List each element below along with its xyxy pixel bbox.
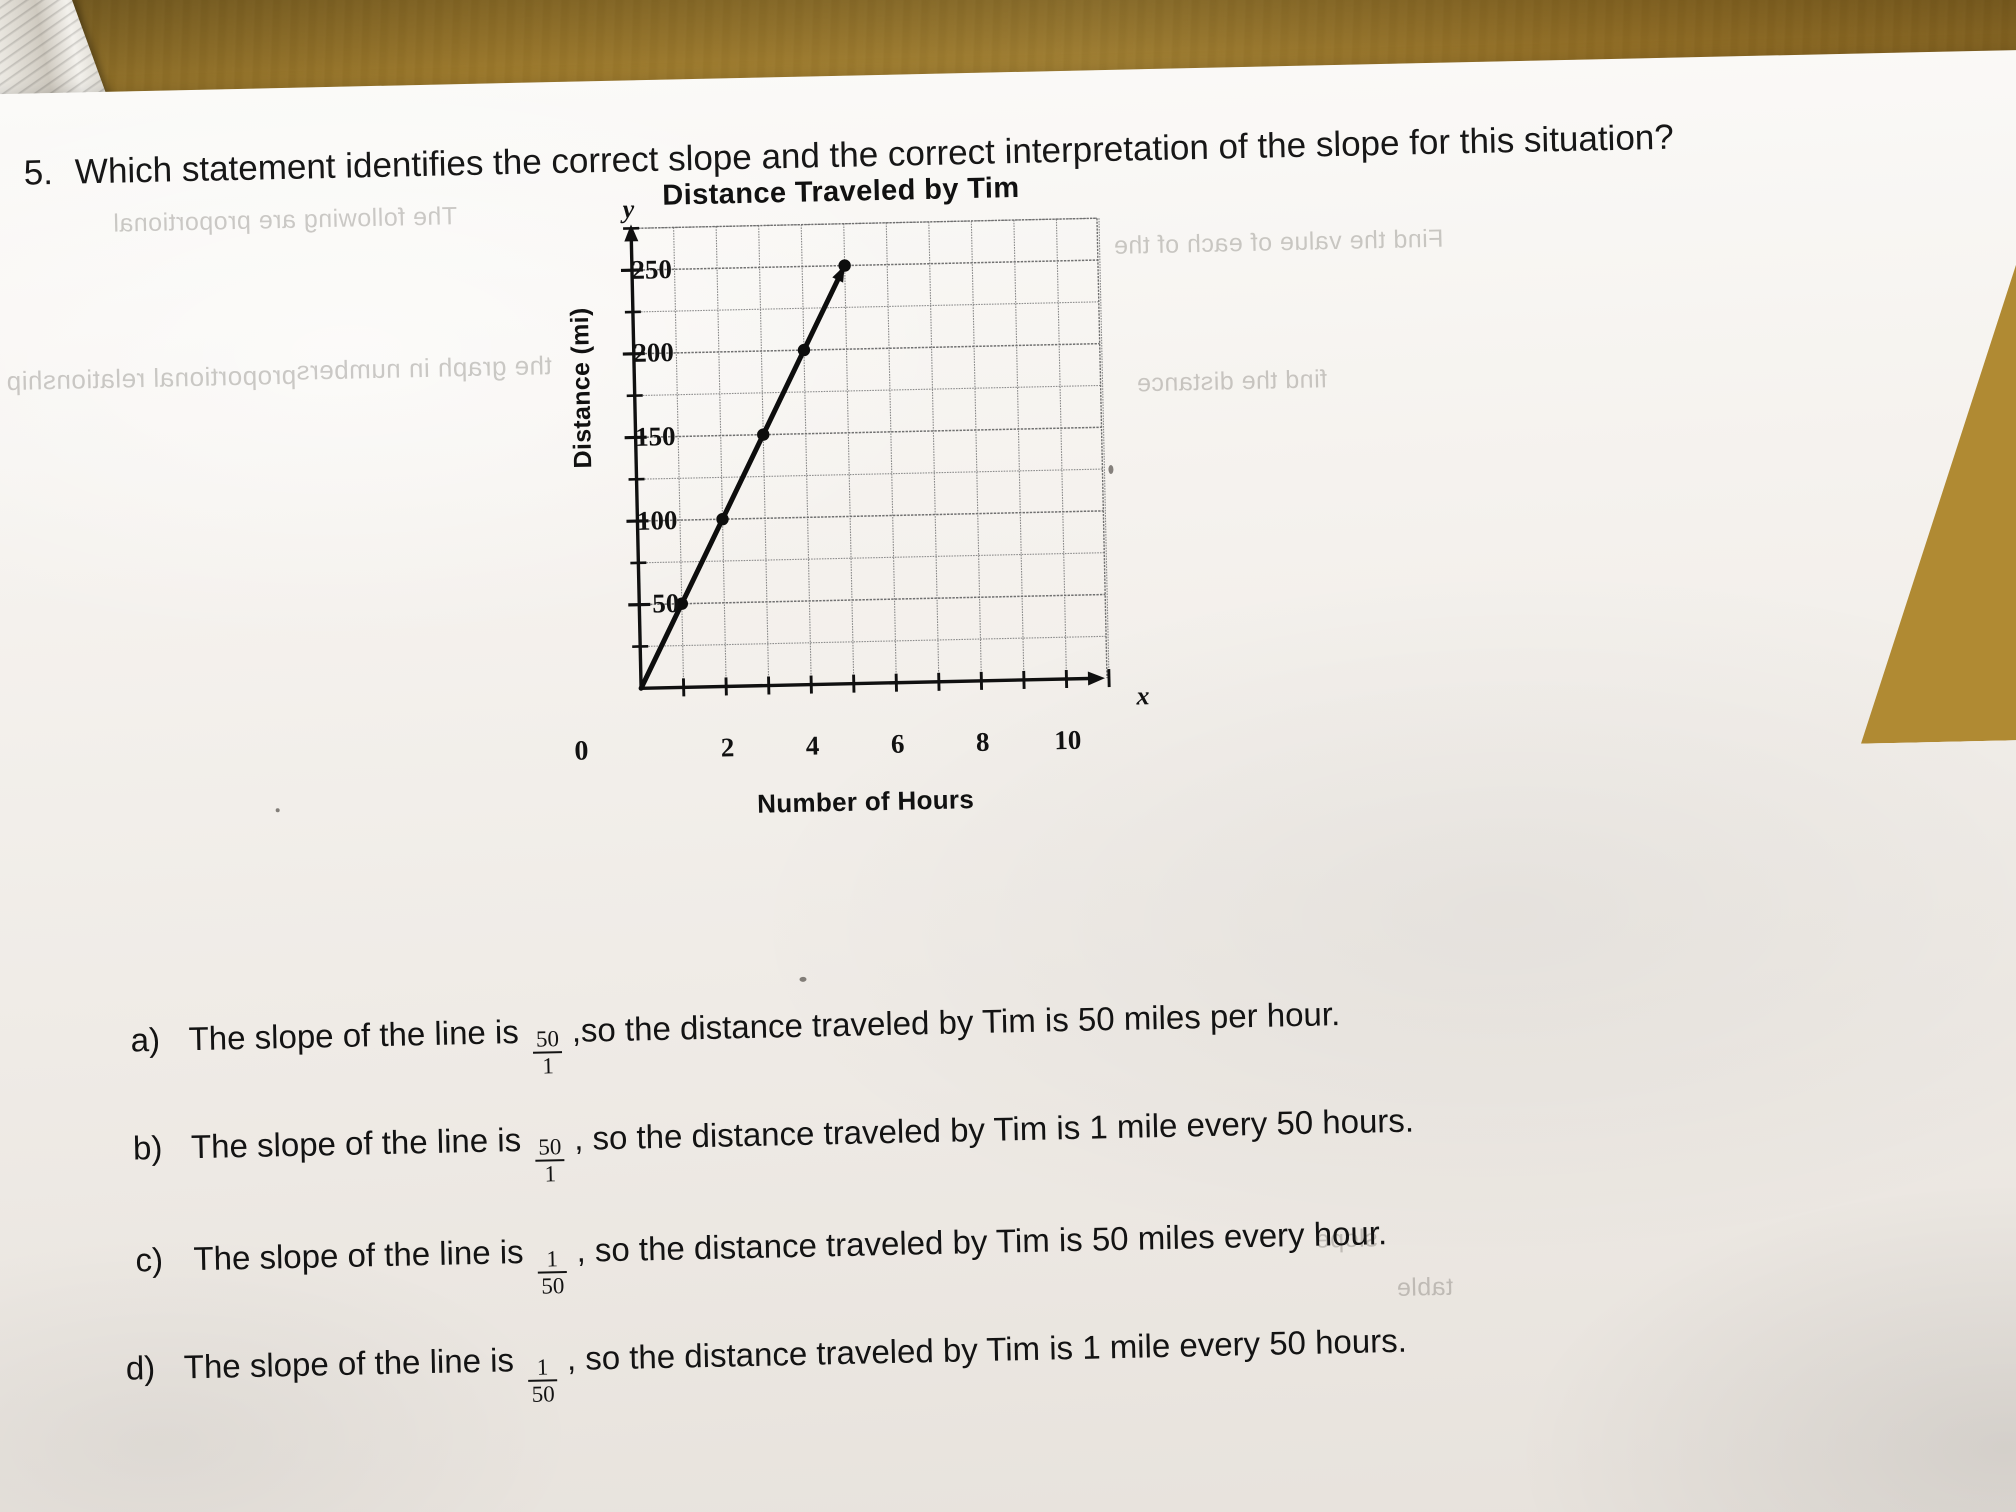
fraction-denominator: 1 — [542, 1053, 555, 1079]
y-tick-label: 150 — [634, 421, 676, 452]
grid-line-horizontal — [635, 426, 1102, 439]
plot-frame-top — [631, 217, 1097, 230]
fraction-numerator: 50 — [535, 1026, 560, 1052]
data-point — [675, 597, 689, 610]
x-tick-label: 4 — [805, 730, 820, 761]
y-tick-labels: 50 100 150 200 250 — [593, 222, 682, 724]
y-tick-label: 200 — [632, 337, 675, 369]
axes — [620, 224, 1111, 697]
y-axis-arrowhead — [624, 224, 639, 242]
grid-line-horizontal — [632, 301, 1099, 313]
answer-option[interactable]: c) The slope of the line is 1 50 , so the di… — [135, 1214, 1388, 1302]
pencil-speck — [1108, 464, 1114, 475]
data-point — [838, 259, 851, 272]
y-axis-label: Distance (mi) — [565, 307, 598, 469]
grid-line-vertical — [885, 222, 897, 683]
slope-fraction: 50 1 — [533, 1026, 563, 1079]
answer-option-text-after-fraction: , so the distance traveled by Tim is 1 m… — [573, 1101, 1415, 1157]
answer-option-letter: c) — [135, 1240, 164, 1279]
grid-line-horizontal — [631, 259, 1098, 271]
grid-line-horizontal — [637, 510, 1104, 522]
x-axis-label: Number of Hours — [756, 784, 975, 819]
grid-line-vertical — [800, 224, 812, 685]
answer-option-text-before-fraction: The slope of the line is — [190, 1121, 522, 1166]
grid-line-vertical — [928, 221, 940, 682]
pencil-speck — [275, 808, 280, 813]
x-tick-labels: 2 4 6 8 10 — [614, 724, 1115, 775]
worksheet-page: The following are proportional Find the v… — [0, 49, 2016, 1512]
question-number: 5. — [23, 152, 54, 193]
fraction-denominator: 50 — [541, 1273, 565, 1299]
x-tick-label: 8 — [975, 726, 990, 757]
y-tick-label: 250 — [631, 253, 673, 285]
slope-fraction: 1 50 — [537, 1246, 568, 1299]
origin-label: 0 — [574, 735, 589, 767]
fraction-numerator: 1 — [546, 1246, 559, 1272]
x-axis-letter: x — [1136, 681, 1150, 711]
chart-title: Distance Traveled by Tim — [662, 171, 1020, 212]
grid-line-horizontal — [638, 552, 1105, 564]
y-axis-letter: y — [622, 194, 635, 224]
slope-fraction: 50 1 — [535, 1134, 565, 1187]
answer-option[interactable]: a) The slope of the line is 50 1 ,so the dis… — [130, 995, 1341, 1082]
data-point — [716, 512, 729, 526]
answer-option-letter: b) — [132, 1128, 163, 1167]
answer-option-text-after-fraction: , so the distance traveled by Tim is 1 m… — [566, 1321, 1408, 1378]
grid-line-vertical — [715, 226, 727, 687]
plot-frame-right — [1096, 218, 1108, 679]
fraction-denominator: 1 — [544, 1161, 557, 1187]
worksheet-content: 5. Which statement identifies the correc… — [0, 49, 2016, 1512]
slope-fraction: 1 50 — [528, 1354, 558, 1407]
data-series — [638, 259, 851, 691]
answer-option[interactable]: d) The slope of the line is 1 50 , so the di… — [125, 1322, 1407, 1411]
fraction-denominator: 50 — [531, 1381, 555, 1407]
graph-block: y Distance Traveled by Tim Distance (mi)… — [566, 170, 1150, 819]
grid-line-horizontal — [636, 468, 1103, 480]
fraction-numerator: 50 — [538, 1134, 562, 1160]
answer-option-text-before-fraction: The slope of the line is — [193, 1232, 524, 1278]
x-tick-label: 2 — [720, 732, 735, 763]
answer-option-text-before-fraction: The slope of the line is — [183, 1341, 515, 1386]
pencil-speck — [799, 976, 807, 982]
y-axis — [629, 232, 643, 689]
answer-options: a) The slope of the line is 50 1 ,so the dis… — [125, 989, 1630, 1407]
grid-lines — [631, 217, 1110, 688]
answer-option-text-after-fraction: , so the distance traveled by Tim is 50 … — [576, 1214, 1388, 1269]
x-tick-label: 10 — [1053, 724, 1082, 756]
data-point — [757, 428, 770, 441]
grid-line-vertical — [843, 223, 855, 684]
answer-option-letter: d) — [125, 1349, 156, 1387]
answer-option-letter: a) — [130, 1020, 161, 1059]
y-tick-label: 50 — [651, 588, 680, 619]
x-axis-arrowhead — [1087, 671, 1105, 686]
grid-line-vertical — [1013, 220, 1025, 680]
answer-option-text-before-fraction: The slope of the line is — [188, 1013, 520, 1058]
answer-option-text-after-fraction: ,so the distance traveled by Tim is 50 m… — [571, 995, 1341, 1049]
grid-line-vertical — [758, 225, 770, 686]
answer-option[interactable]: b) The slope of the line is 50 1 , so the di… — [133, 1102, 1415, 1191]
grid-line-horizontal — [634, 384, 1101, 397]
grid-line-horizontal — [639, 593, 1106, 606]
x-tick-label: 6 — [890, 728, 905, 759]
grid-line-vertical — [970, 220, 982, 681]
plot-area: Distance (mi) 50 100 150 200 250 0 2 4 6 8 10 x … — [566, 212, 1150, 819]
grid-line-horizontal — [633, 342, 1100, 355]
grid-line-vertical — [1098, 218, 1110, 679]
grid-line-vertical — [1055, 219, 1068, 680]
y-tick-label: 100 — [636, 504, 678, 536]
fraction-numerator: 1 — [536, 1354, 549, 1380]
grid-line-vertical — [673, 227, 685, 688]
coordinate-plane — [620, 217, 1111, 697]
x-axis — [641, 676, 1096, 690]
grid-line-horizontal — [640, 635, 1107, 648]
trend-line — [638, 263, 848, 691]
data-point — [797, 343, 811, 357]
